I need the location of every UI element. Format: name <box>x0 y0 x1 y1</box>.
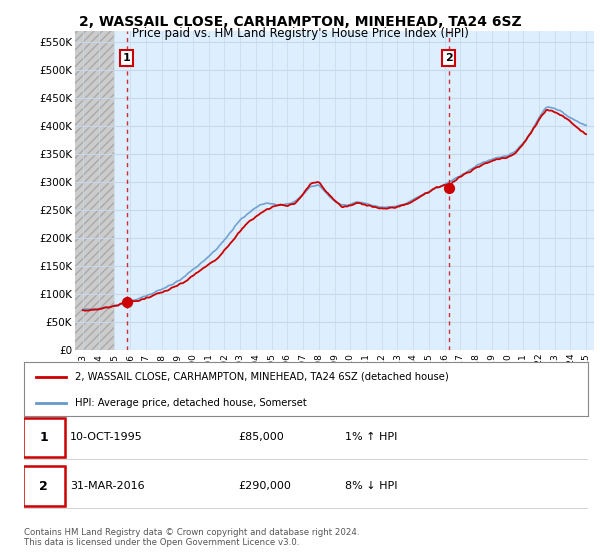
Text: £85,000: £85,000 <box>238 432 284 442</box>
Text: 10-OCT-1995: 10-OCT-1995 <box>70 432 143 442</box>
Text: 31-MAR-2016: 31-MAR-2016 <box>70 481 145 491</box>
FancyBboxPatch shape <box>23 418 65 457</box>
Text: 2: 2 <box>40 479 48 493</box>
Text: 1: 1 <box>40 431 48 444</box>
Text: 2: 2 <box>445 53 452 63</box>
Text: £290,000: £290,000 <box>238 481 291 491</box>
Point <box>444 183 454 192</box>
Bar <box>75 31 115 350</box>
Text: 8% ↓ HPI: 8% ↓ HPI <box>346 481 398 491</box>
FancyBboxPatch shape <box>23 466 65 506</box>
Text: 2, WASSAIL CLOSE, CARHAMPTON, MINEHEAD, TA24 6SZ (detached house): 2, WASSAIL CLOSE, CARHAMPTON, MINEHEAD, … <box>75 372 449 382</box>
Point <box>122 298 131 307</box>
Text: Price paid vs. HM Land Registry's House Price Index (HPI): Price paid vs. HM Land Registry's House … <box>131 27 469 40</box>
Text: 2, WASSAIL CLOSE, CARHAMPTON, MINEHEAD, TA24 6SZ: 2, WASSAIL CLOSE, CARHAMPTON, MINEHEAD, … <box>79 15 521 29</box>
Text: Contains HM Land Registry data © Crown copyright and database right 2024.
This d: Contains HM Land Registry data © Crown c… <box>24 528 359 547</box>
Text: 1% ↑ HPI: 1% ↑ HPI <box>346 432 398 442</box>
Text: 1: 1 <box>123 53 130 63</box>
Text: HPI: Average price, detached house, Somerset: HPI: Average price, detached house, Some… <box>75 398 307 408</box>
